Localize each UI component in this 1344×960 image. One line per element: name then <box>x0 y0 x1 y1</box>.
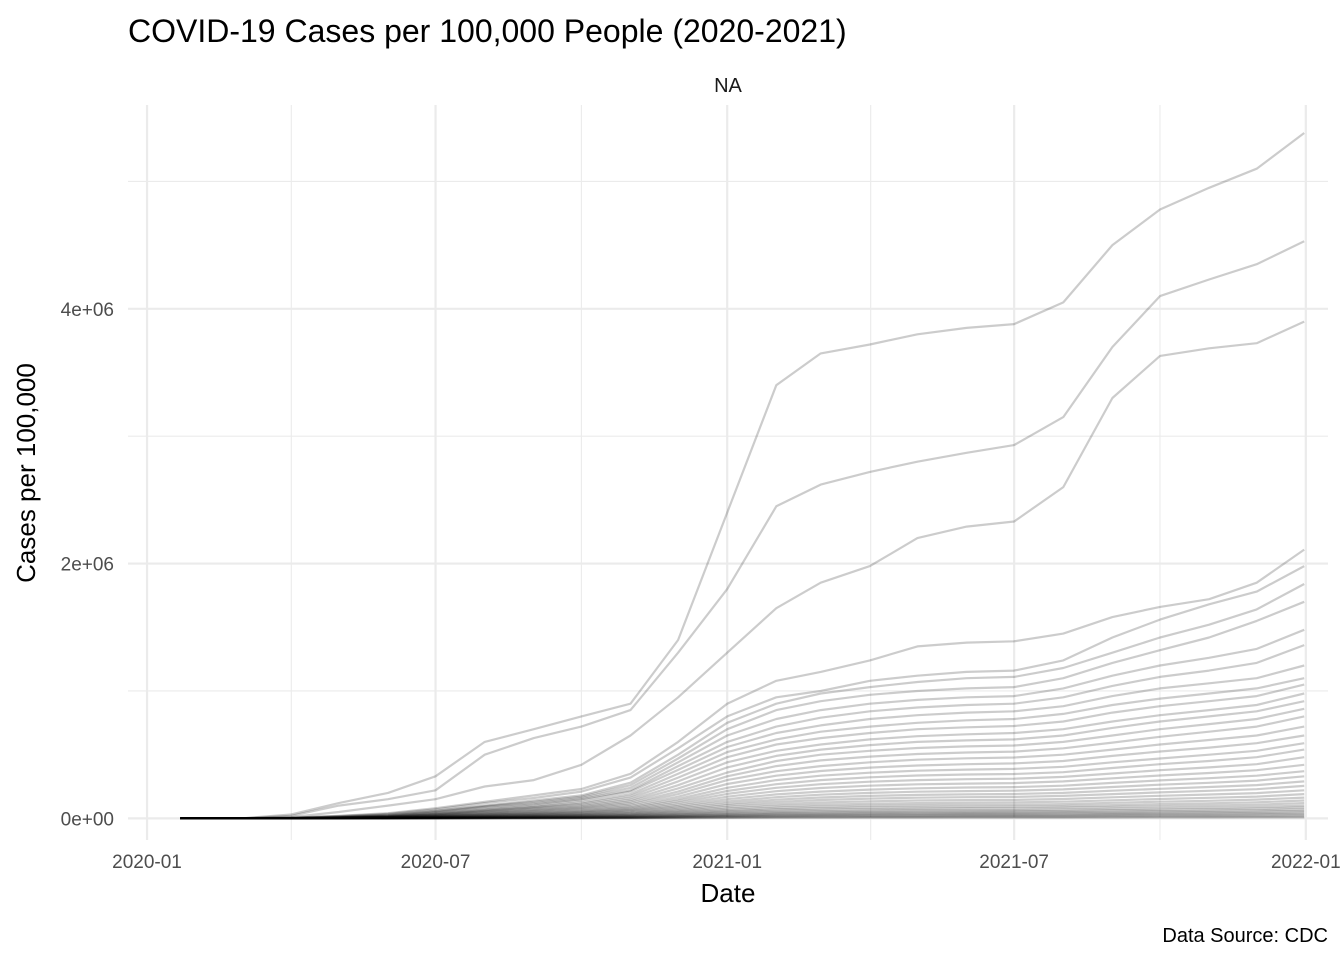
series-line-31 <box>180 802 1305 820</box>
series-line-36 <box>180 811 1305 820</box>
series-line-5 <box>180 565 1305 820</box>
series-line-35 <box>180 809 1305 820</box>
series-line-27 <box>180 789 1305 820</box>
x-axis-title: Date <box>701 878 756 908</box>
x-tick-label: 2022-01 <box>1271 852 1341 873</box>
series-line-32 <box>180 804 1305 820</box>
series-line-24 <box>180 775 1305 820</box>
y-tick-label: 2e+06 <box>61 555 114 576</box>
x-tick-label: 2020-07 <box>401 852 471 873</box>
series-line-26 <box>180 784 1305 820</box>
series-line-25 <box>180 780 1305 820</box>
series-line-30 <box>180 799 1305 820</box>
series-line-33 <box>180 806 1305 820</box>
series-line-6 <box>180 583 1305 820</box>
facet-strip-label: NA <box>714 75 742 97</box>
series-line-9 <box>180 644 1305 820</box>
series-line-40 <box>180 816 1305 820</box>
series-line-12 <box>180 683 1305 820</box>
series-line-1 <box>180 132 1305 820</box>
series-line-28 <box>180 793 1305 820</box>
y-tick-label: 4e+06 <box>61 300 114 321</box>
series-line-34 <box>180 808 1305 820</box>
chart-title: COVID-19 Cases per 100,000 People (2020-… <box>128 13 847 49</box>
series-line-4 <box>180 548 1305 820</box>
series-line-11 <box>180 677 1305 820</box>
series-line-13 <box>180 692 1305 820</box>
series-line-22 <box>180 763 1305 820</box>
x-axis-ticks: 2020-01 2020-07 2021-01 2021-07 2022-01 <box>112 852 1341 873</box>
series-line-21 <box>180 756 1305 820</box>
series-line-18 <box>180 734 1305 820</box>
x-tick-label: 2021-01 <box>692 852 762 873</box>
series-line-3 <box>180 320 1305 820</box>
series-line-19 <box>180 742 1305 820</box>
series-line-2 <box>180 240 1305 820</box>
y-axis-title: Cases per 100,000 <box>11 363 41 583</box>
series-line-17 <box>180 725 1305 820</box>
series-line-10 <box>180 664 1305 820</box>
y-tick-label: 0e+00 <box>61 809 114 830</box>
series-line-14 <box>180 700 1305 820</box>
series-line-37 <box>180 812 1305 820</box>
series-line-8 <box>180 628 1305 820</box>
series-line-29 <box>180 796 1305 820</box>
series-line-23 <box>180 770 1305 820</box>
x-tick-label: 2021-07 <box>979 852 1049 873</box>
series-line-16 <box>180 715 1305 820</box>
series-lines <box>180 132 1305 820</box>
gridlines <box>128 105 1328 840</box>
series-line-39 <box>180 815 1305 820</box>
series-line-20 <box>180 748 1305 820</box>
series-line-15 <box>180 707 1305 820</box>
series-line-38 <box>180 814 1305 820</box>
y-axis-ticks: 0e+00 2e+06 4e+06 <box>61 300 114 831</box>
series-line-7 <box>180 600 1305 820</box>
chart-caption: Data Source: CDC <box>1162 925 1328 947</box>
x-tick-label: 2020-01 <box>112 852 182 873</box>
